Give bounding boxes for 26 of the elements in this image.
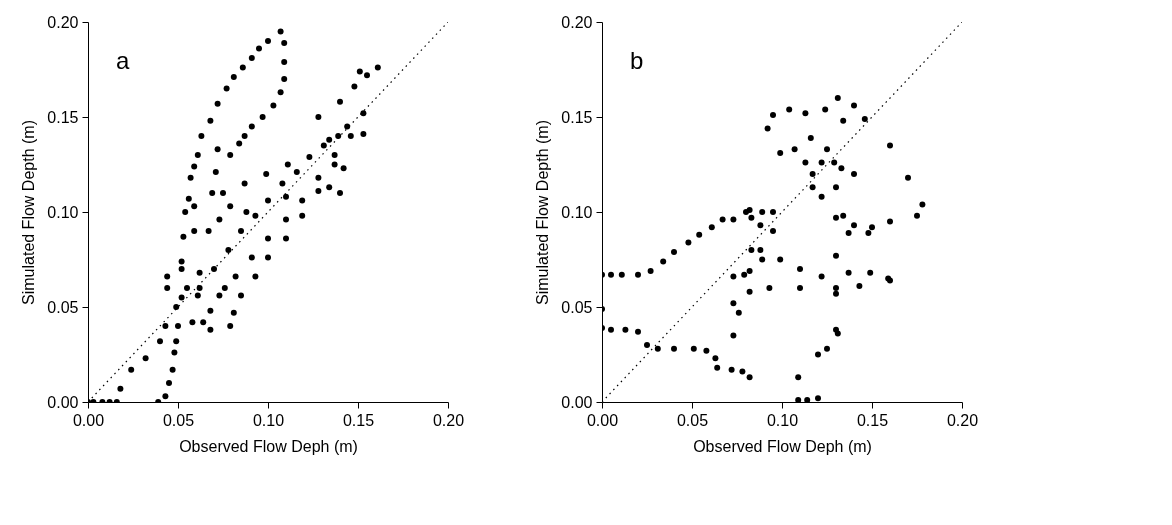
x-tick-label: 0.00 xyxy=(586,411,619,429)
y-axis-title: Simulated Flow Depth (m) xyxy=(534,120,552,305)
x-tick-label: 0.20 xyxy=(432,411,465,429)
x-tick-label: 0.20 xyxy=(946,411,979,429)
annotation: a xyxy=(116,47,130,74)
x-tick-label: 0.15 xyxy=(342,411,375,429)
x-tick-label: 0.05 xyxy=(162,411,195,429)
x-axis-title: Observed Flow Deph (m) xyxy=(693,437,872,455)
y-tick-label: 0.15 xyxy=(47,108,79,126)
y-tick-label: 0.10 xyxy=(47,203,79,221)
x-tick-label: 0.10 xyxy=(252,411,285,429)
y-tick-label: 0.15 xyxy=(561,108,593,126)
y-tick-label: 0.20 xyxy=(561,13,593,31)
annotation: b xyxy=(630,47,644,74)
y-tick-label: 0.10 xyxy=(561,203,593,221)
y-tick-label: 0.05 xyxy=(47,298,79,316)
x-axis-title: Observed Flow Deph (m) xyxy=(179,437,358,455)
y-tick-label: 0.00 xyxy=(561,393,593,411)
y-axis-title: Simulated Flow Depth (m) xyxy=(20,120,38,305)
y-tick-label: 0.20 xyxy=(47,13,79,31)
y-tick-label: 0.00 xyxy=(47,393,79,411)
x-tick-label: 0.05 xyxy=(676,411,709,429)
x-tick-label: 0.10 xyxy=(766,411,799,429)
x-tick-label: 0.00 xyxy=(72,411,105,429)
y-tick-label: 0.05 xyxy=(561,298,593,316)
x-tick-label: 0.15 xyxy=(856,411,889,429)
